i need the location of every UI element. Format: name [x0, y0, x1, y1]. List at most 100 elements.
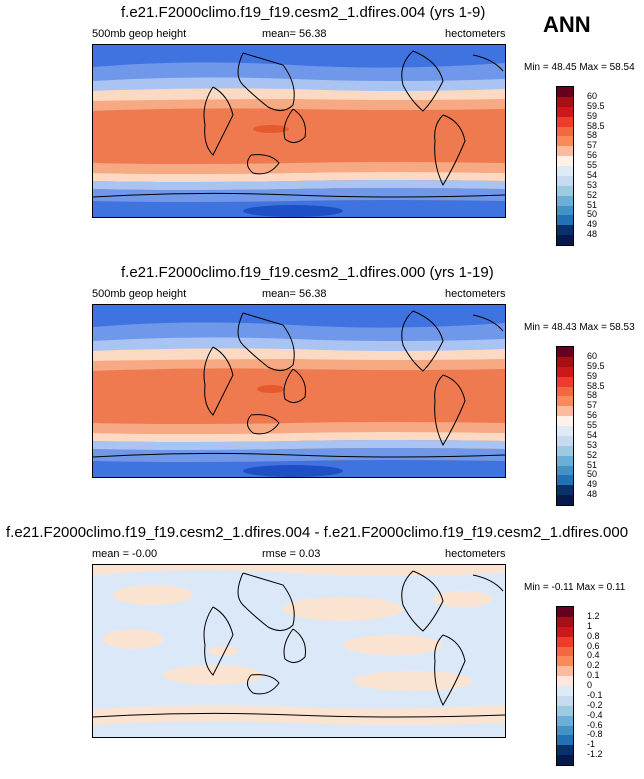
- panel1-minmax: Min = 48.45 Max = 58.54: [524, 62, 635, 73]
- colorbar-tick-label: 59.5: [587, 100, 605, 111]
- colorbar-swatch: [557, 146, 573, 157]
- colorbar-tick-label: -0.1: [587, 689, 603, 700]
- colorbar-swatch: [557, 705, 573, 716]
- colorbar-tick-label: 49: [587, 479, 598, 490]
- colorbar-tick-label: 0.1: [587, 670, 600, 681]
- panel1-map: [92, 44, 506, 218]
- colorbar-swatch: [557, 416, 573, 426]
- colorbar-tick-label: 51: [587, 199, 598, 210]
- colorbar-swatch: [557, 356, 573, 367]
- panel3-colorbar: [556, 606, 574, 766]
- panel3-map: [92, 564, 506, 738]
- panel1-title: f.e21.F2000climo.f19_f19.cesm2_1.dfires.…: [121, 4, 486, 21]
- colorbar-swatch: [557, 725, 573, 736]
- colorbar-swatch: [557, 175, 573, 186]
- colorbar-swatch: [557, 386, 573, 397]
- colorbar-tick-label: 53: [587, 179, 598, 190]
- panel1-variable-label: 500mb geop height: [92, 28, 187, 40]
- colorbar-swatch: [557, 445, 573, 456]
- colorbar-tick-label: -0.4: [587, 709, 603, 720]
- panel1-colorbar: [556, 86, 574, 246]
- colorbar-swatch: [557, 646, 573, 657]
- colorbar-swatch: [557, 626, 573, 637]
- colorbar-swatch: [557, 755, 573, 765]
- colorbar-swatch: [557, 116, 573, 127]
- colorbar-swatch: [557, 475, 573, 486]
- colorbar-tick-label: 57: [587, 140, 598, 151]
- panel2-title: f.e21.F2000climo.f19_f19.cesm2_1.dfires.…: [121, 264, 494, 281]
- panel3-mean-label: mean = -0.00: [92, 548, 158, 560]
- panel3-minmax: Min = -0.11 Max = 0.11: [524, 582, 626, 593]
- panel1-mean-label: mean= 56.38: [262, 28, 327, 40]
- colorbar-tick-label: 1: [587, 620, 593, 631]
- colorbar-tick-label: 1.2: [587, 610, 600, 621]
- colorbar-swatch: [557, 485, 573, 496]
- colorbar-tick-label: -1: [587, 739, 596, 750]
- colorbar-swatch: [557, 195, 573, 206]
- colorbar-swatch: [557, 686, 573, 696]
- panel3-rmse-label: rmse = 0.03: [262, 548, 321, 560]
- colorbar-swatch: [557, 106, 573, 117]
- colorbar-swatch: [557, 435, 573, 446]
- colorbar-tick-label: 49: [587, 219, 598, 230]
- colorbar-swatch: [557, 666, 573, 677]
- colorbar-swatch: [557, 376, 573, 387]
- colorbar-swatch: [557, 156, 573, 166]
- colorbar-tick-label: 52: [587, 189, 598, 200]
- colorbar-tick-label: 59: [587, 370, 598, 381]
- colorbar-tick-label: 58: [587, 130, 598, 141]
- colorbar-tick-label: 54: [587, 169, 598, 180]
- colorbar-tick-label: 59.5: [587, 360, 605, 371]
- colorbar-swatch: [557, 676, 573, 686]
- colorbar-swatch: [557, 465, 573, 476]
- colorbar-swatch: [557, 607, 573, 617]
- colorbar-swatch: [557, 166, 573, 176]
- colorbar-swatch: [557, 235, 573, 245]
- colorbar-tick-label: 57: [587, 400, 598, 411]
- season-label: ANN: [543, 12, 591, 37]
- colorbar-swatch: [557, 136, 573, 147]
- panel2-variable-label: 500mb geop height: [92, 288, 187, 300]
- colorbar-tick-label: 0.6: [587, 640, 600, 651]
- colorbar-tick-label: 60: [587, 90, 598, 101]
- colorbar-swatch: [557, 366, 573, 377]
- colorbar-swatch: [557, 695, 573, 706]
- panel2-units-label: hectometers: [445, 288, 506, 300]
- colorbar-swatch: [557, 215, 573, 226]
- colorbar-swatch: [557, 185, 573, 196]
- panel2-colorbar: [556, 346, 574, 506]
- colorbar-swatch: [557, 347, 573, 357]
- colorbar-tick-label: 0.8: [587, 630, 600, 641]
- colorbar-tick-label: 60: [587, 350, 598, 361]
- panel1-map-field: [93, 45, 505, 217]
- colorbar-tick-label: 52: [587, 449, 598, 460]
- panel2-mean-label: mean= 56.38: [262, 288, 327, 300]
- colorbar-tick-label: -0.8: [587, 729, 603, 740]
- colorbar-tick-label: 58.5: [587, 380, 605, 391]
- colorbar-tick-label: 59: [587, 110, 598, 121]
- panel3-units-label: hectometers: [445, 548, 506, 560]
- colorbar-swatch: [557, 225, 573, 236]
- colorbar-swatch: [557, 126, 573, 137]
- colorbar-swatch: [557, 205, 573, 216]
- colorbar-swatch: [557, 715, 573, 726]
- panel3-title: f.e21.F2000climo.f19_f19.cesm2_1.dfires.…: [6, 524, 629, 541]
- colorbar-swatch: [557, 656, 573, 667]
- colorbar-swatch: [557, 735, 573, 746]
- colorbar-swatch: [557, 636, 573, 647]
- panel2-map: [92, 304, 506, 478]
- colorbar-swatch: [557, 455, 573, 466]
- colorbar-swatch: [557, 396, 573, 407]
- colorbar-tick-label: -0.6: [587, 719, 603, 730]
- panel2-minmax: Min = 48.43 Max = 58.53: [524, 322, 635, 333]
- colorbar-tick-label: -1.2: [587, 749, 603, 760]
- panel3-map-field: [93, 565, 505, 737]
- colorbar-tick-label: -0.2: [587, 699, 603, 710]
- colorbar-tick-label: 56: [587, 150, 598, 161]
- colorbar-tick-label: 55: [587, 160, 598, 170]
- colorbar-tick-label: 48: [587, 229, 598, 240]
- colorbar-tick-label: 0.2: [587, 660, 600, 671]
- panel1-units-label: hectometers: [445, 28, 506, 40]
- colorbar-tick-label: 55: [587, 420, 598, 430]
- colorbar-swatch: [557, 616, 573, 627]
